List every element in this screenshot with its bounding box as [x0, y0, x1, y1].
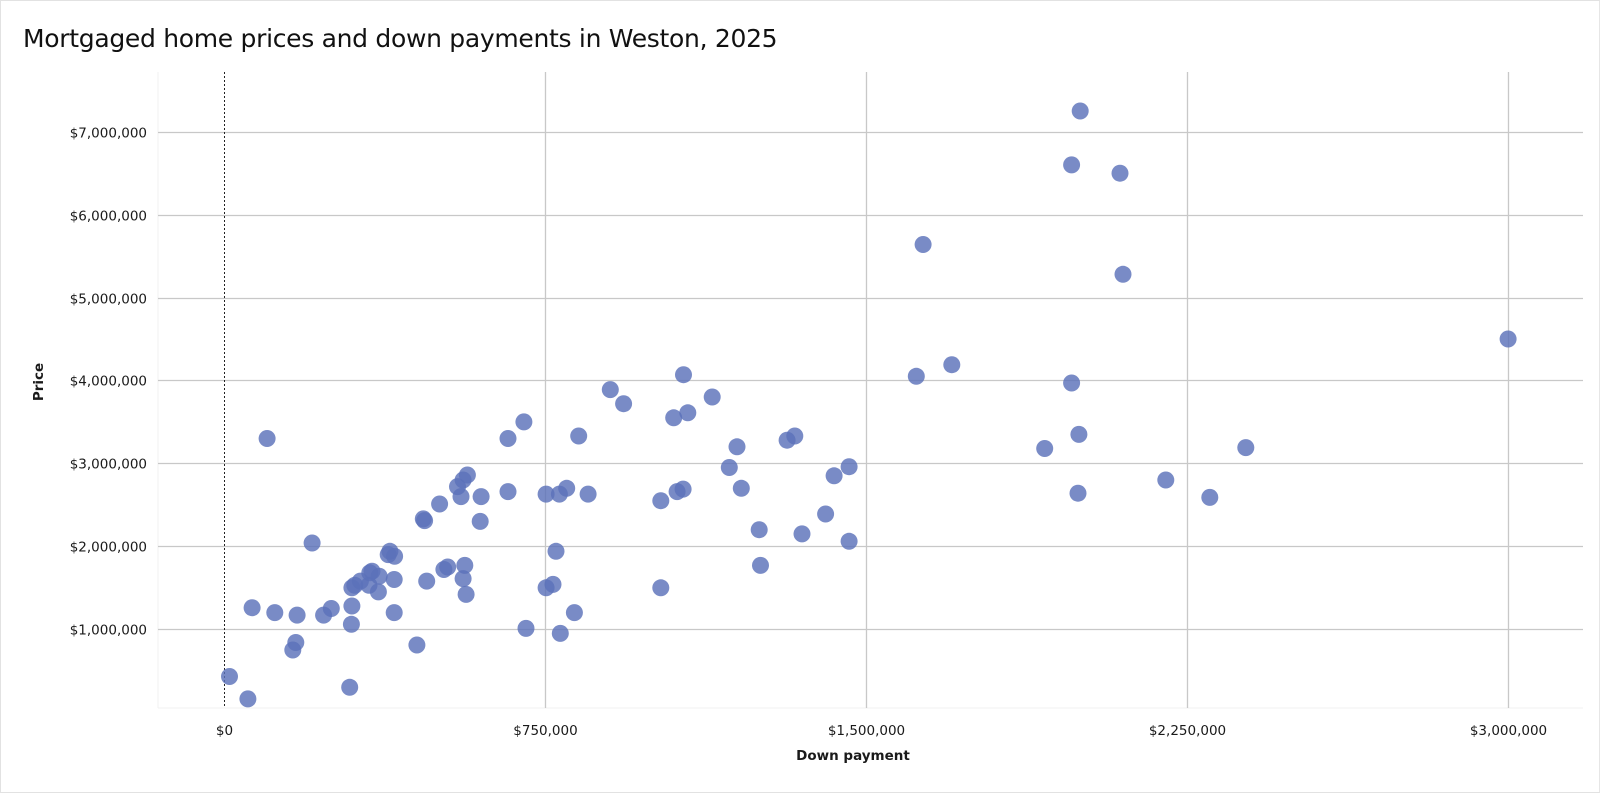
data-point[interactable] [1114, 265, 1132, 283]
data-point[interactable] [456, 556, 474, 574]
data-point[interactable] [322, 600, 340, 617]
data-point[interactable] [907, 367, 925, 385]
data-point[interactable] [615, 395, 633, 413]
x-tick-label: $2,250,000 [1149, 723, 1226, 739]
y-tick-label: $7,000,000 [70, 126, 147, 142]
data-point[interactable] [258, 430, 276, 447]
data-point[interactable] [1063, 156, 1081, 174]
data-point[interactable] [342, 615, 360, 633]
data-point[interactable] [914, 236, 932, 253]
data-point[interactable] [288, 606, 306, 624]
data-point[interactable] [703, 388, 721, 406]
y-tick-label: $1,000,000 [70, 623, 147, 639]
data-point[interactable] [565, 604, 583, 622]
data-point[interactable] [452, 488, 470, 506]
data-point[interactable] [1070, 425, 1088, 443]
data-point[interactable] [665, 409, 683, 427]
data-point[interactable] [517, 619, 535, 637]
y-axis-title: Price [31, 363, 47, 401]
data-point[interactable] [1201, 488, 1219, 506]
data-point[interactable] [551, 624, 569, 642]
data-point[interactable] [1063, 374, 1081, 392]
data-point[interactable] [547, 542, 565, 560]
data-point[interactable] [471, 512, 489, 530]
data-point[interactable] [418, 572, 436, 590]
x-tick-label: $0 [216, 723, 233, 739]
data-point[interactable] [652, 492, 670, 510]
data-point[interactable] [266, 604, 284, 622]
x-tick-label: $3,000,000 [1470, 723, 1547, 739]
data-point[interactable] [1499, 330, 1517, 348]
x-axis-title: Down payment [796, 748, 910, 764]
data-point[interactable] [515, 413, 533, 431]
data-point[interactable] [472, 488, 490, 506]
data-point[interactable] [732, 479, 750, 497]
data-point[interactable] [537, 485, 555, 503]
data-point[interactable] [385, 571, 403, 588]
y-tick-label: $6,000,000 [70, 209, 147, 225]
data-point[interactable] [817, 505, 835, 523]
data-point[interactable] [544, 575, 562, 593]
data-point[interactable] [786, 427, 804, 445]
x-tick-label: $750,000 [513, 723, 577, 739]
data-point[interactable] [601, 381, 619, 399]
y-tick-label: $2,000,000 [70, 540, 147, 556]
data-point[interactable] [570, 427, 588, 445]
data-point[interactable] [499, 430, 517, 447]
data-point[interactable] [303, 534, 321, 552]
data-point[interactable] [458, 466, 476, 484]
data-point[interactable] [457, 585, 475, 603]
data-point[interactable] [1036, 440, 1054, 457]
chart-title: Mortgaged home prices and down payments … [23, 24, 778, 53]
data-point[interactable] [728, 438, 746, 456]
data-point[interactable] [1071, 102, 1089, 120]
data-point[interactable] [439, 558, 457, 576]
data-point[interactable] [386, 547, 404, 565]
data-point[interactable] [793, 525, 811, 543]
gridlines [157, 72, 1583, 709]
x-tick-label: $1,500,000 [828, 723, 905, 739]
data-point[interactable] [408, 636, 426, 654]
data-point[interactable] [239, 690, 257, 708]
x-axis-ticks: $0 $750,000 $1,500,000 $2,250,000 $3,000,000 [216, 723, 1547, 739]
data-point[interactable] [1069, 484, 1087, 502]
data-point[interactable] [221, 668, 238, 685]
data-point[interactable] [287, 634, 305, 651]
y-tick-label: $3,000,000 [70, 457, 147, 473]
data-point[interactable] [243, 599, 261, 617]
data-point[interactable] [369, 583, 387, 601]
data-point[interactable] [1157, 471, 1175, 489]
data-point[interactable] [341, 678, 359, 696]
data-point[interactable] [454, 570, 472, 588]
data-point[interactable] [579, 485, 597, 503]
data-point[interactable] [370, 567, 388, 585]
data-point[interactable] [343, 597, 361, 615]
data-point[interactable] [1111, 164, 1129, 182]
data-point[interactable] [416, 512, 434, 530]
data-points [221, 102, 1517, 708]
data-point[interactable] [840, 532, 858, 550]
data-point[interactable] [1237, 439, 1255, 457]
data-point[interactable] [825, 467, 843, 485]
data-point[interactable] [750, 521, 768, 539]
data-point[interactable] [675, 366, 692, 384]
data-point[interactable] [652, 579, 670, 597]
data-point[interactable] [558, 479, 576, 497]
data-point[interactable] [720, 459, 738, 476]
data-point[interactable] [840, 458, 858, 476]
data-point[interactable] [943, 356, 961, 374]
y-tick-label: $4,000,000 [70, 374, 147, 390]
y-tick-label: $5,000,000 [70, 292, 147, 308]
data-point[interactable] [679, 404, 697, 422]
y-axis-ticks: $1,000,000 $2,000,000 $3,000,000 $4,000,000… [70, 126, 147, 639]
data-point[interactable] [674, 480, 692, 498]
data-point[interactable] [385, 604, 403, 622]
data-point[interactable] [431, 495, 449, 513]
data-point[interactable] [752, 556, 769, 574]
data-point[interactable] [499, 483, 517, 501]
